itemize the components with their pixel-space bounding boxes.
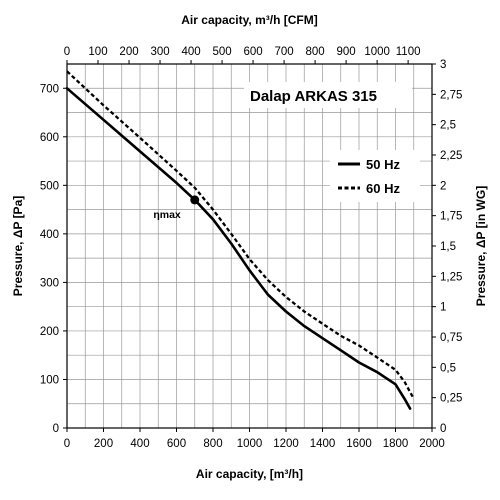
y-tick-label: 0 [53,423,59,435]
y-right-tick-label: 1,25 [440,271,462,283]
x-tick-label: 1400 [310,438,336,450]
y-right-tick-label: 0 [440,423,446,435]
x-tick-label: 1800 [383,438,409,450]
x-top-tick-label: 400 [181,46,200,58]
y-right-tick-label: 2,5 [440,120,456,132]
legend-label-50hz: 50 Hz [366,157,400,172]
x-tick-label: 800 [203,438,222,450]
y-right-tick-label: 2,25 [440,150,462,162]
y-right-tick-label: 2 [440,180,446,192]
x-top-tick-label: 100 [88,46,107,58]
curves [65,70,415,410]
legend-label-60hz: 60 Hz [366,181,400,196]
y-right-tick-label: 0,25 [440,393,462,405]
y-tick-label: 200 [40,326,59,338]
y-right-tick-label: 3 [440,59,446,71]
x-tick-label: 400 [130,438,149,450]
chart-title-box: Dalap ARKAS 315 [244,82,412,108]
annotations: ηmax [153,195,200,221]
x-top-tick-label: 1000 [364,46,390,58]
legend: 50 Hz 60 Hz [330,150,420,202]
x-top-tick-label: 800 [305,46,324,58]
y-right-tick-label: 0,75 [440,332,462,344]
y-tick-label: 300 [40,277,59,289]
x-top-tick-label: 900 [337,46,356,58]
y-tick-label: 700 [40,83,59,95]
x-axis-title: Air capacity, [m³/h] [196,467,303,481]
tick-labels: 0 200 400 600 800 1000 1200 1400 1600 1800 2000010… [40,46,463,450]
x-tick-label: 1200 [273,438,299,450]
x-top-tick-label: 300 [150,46,169,58]
eta-max-label: ηmax [153,209,181,221]
x-top-tick-label: 600 [243,46,262,58]
x-top-tick-label: 500 [212,46,231,58]
x-tick-label: 1000 [237,438,263,450]
y-right-tick-label: 1,75 [440,211,462,223]
y-right-tick-label: 1,5 [440,241,456,253]
x-top-tick-label: 700 [274,46,293,58]
y-tick-label: 500 [40,180,59,192]
chart-title: Dalap ARKAS 315 [250,88,377,105]
y-right-tick-label: 0,5 [440,362,456,374]
eta-max-point [190,195,200,205]
y-right-axis-title: Pressure, ΔP [in WG] [474,186,488,306]
y-right-tick-label: 1 [440,302,446,314]
x-tick-label: 1600 [346,438,372,450]
y-tick-label: 400 [40,229,59,241]
series-line-50hz [65,87,412,410]
x-top-tick-label: 0 [64,46,70,58]
x-top-tick-label: 200 [119,46,138,58]
y-tick-label: 600 [40,132,59,144]
x-tick-label: 2000 [419,438,445,450]
grid [66,63,433,429]
x-tick-label: 200 [94,438,113,450]
series-line-60hz [66,70,415,400]
x-tick-label: 0 [64,438,70,450]
x-top-axis-title: Air capacity, m³/h [CFM] [181,13,317,27]
x-tick-label: 600 [167,438,186,450]
x-top-tick-label: 1100 [396,46,421,58]
y-right-tick-label: 2,75 [440,89,462,101]
y-axis-title: Pressure, ΔP [Pa] [11,196,25,296]
y-tick-label: 100 [40,374,59,386]
